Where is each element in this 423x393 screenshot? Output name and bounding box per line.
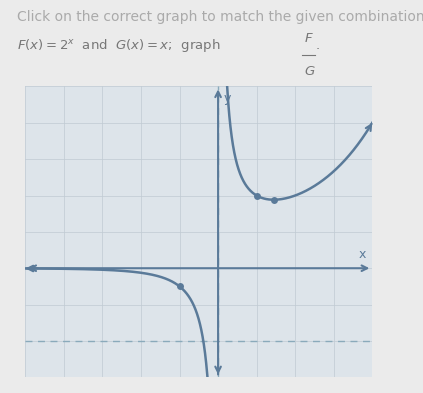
Text: G: G bbox=[305, 65, 315, 78]
Text: $F(x) = 2^x$  and  $G(x) = x$;  graph: $F(x) = 2^x$ and $G(x) = x$; graph bbox=[17, 37, 220, 54]
Text: .: . bbox=[315, 39, 319, 52]
Text: y: y bbox=[224, 92, 231, 105]
Text: x: x bbox=[359, 248, 366, 261]
Text: Click on the correct graph to match the given combinations.: Click on the correct graph to match the … bbox=[17, 10, 423, 24]
Text: F: F bbox=[305, 32, 312, 45]
